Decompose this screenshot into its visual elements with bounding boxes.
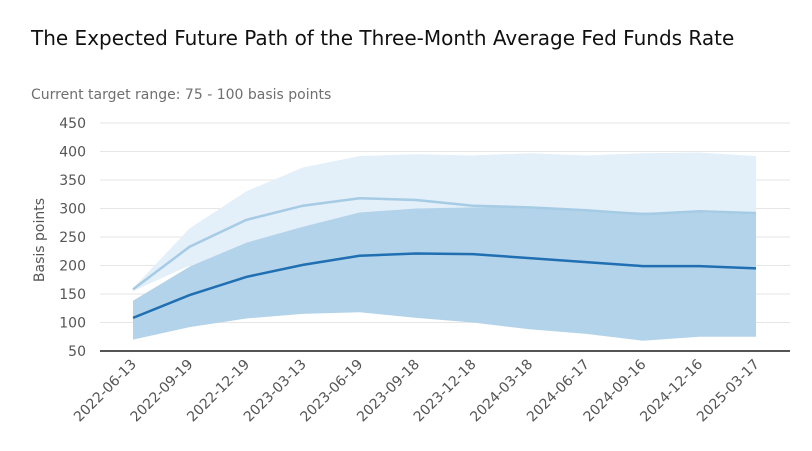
y-tick-label: 300	[59, 202, 86, 218]
y-tick-labels: 50 100 150 200 250 300 350 400 450	[59, 116, 86, 360]
y-tick-label: 450	[59, 116, 86, 132]
y-tick-label: 250	[59, 230, 86, 246]
y-tick-label: 200	[59, 259, 86, 275]
y-tick-label: 50	[68, 344, 86, 360]
chart-subtitle: Current target range: 75 - 100 basis poi…	[31, 87, 332, 103]
y-tick-label: 150	[59, 287, 86, 303]
inner-band-area	[133, 207, 756, 341]
median-line-series	[132, 252, 757, 320]
y-axis-label: Basis points	[32, 198, 48, 282]
y-tick-label: 400	[59, 145, 86, 161]
chart-title: The Expected Future Path of the Three-Mo…	[31, 26, 735, 50]
upper-line-series	[132, 196, 757, 291]
y-tick-label: 350	[59, 173, 86, 189]
y-tick-label: 100	[59, 316, 86, 332]
x-tick-labels: 2022-06-132022-09-192022-12-192023-03-13…	[71, 356, 763, 425]
